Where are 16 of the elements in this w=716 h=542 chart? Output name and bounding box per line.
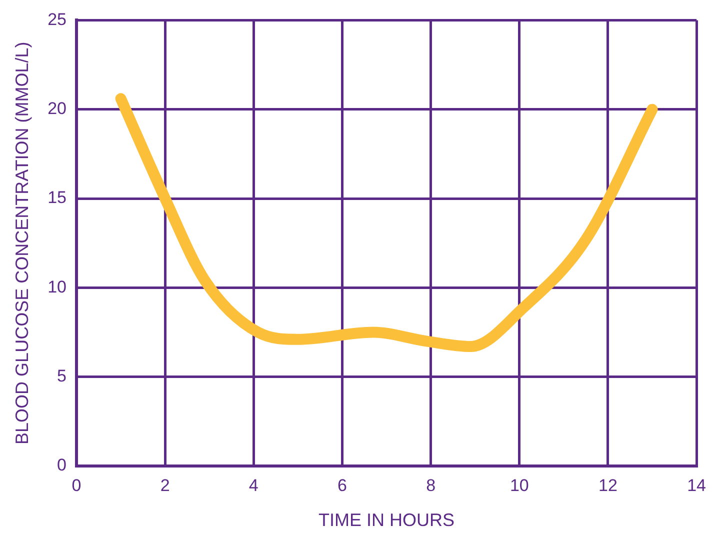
x-tick-label: 6 (338, 476, 347, 495)
y-tick-label: 0 (57, 456, 67, 475)
x-tick-label: 0 (72, 476, 82, 495)
x-axis-title: TIME IN HOURS (318, 510, 455, 530)
x-tick-label: 4 (248, 476, 258, 495)
x-tick-label: 12 (598, 476, 618, 495)
y-tick-label: 25 (48, 10, 67, 29)
x-tick-label: 8 (426, 476, 436, 495)
y-tick-label: 5 (57, 366, 67, 386)
y-tick-label: 10 (48, 277, 67, 296)
y-axis-title: BLOOD GLUCOSE CONCENTRATION (MMOL/L) (12, 42, 32, 444)
y-tick-label: 15 (48, 188, 67, 208)
x-tick-label: 10 (510, 476, 529, 495)
x-tick-label: 2 (160, 476, 170, 495)
y-tick-label: 20 (48, 99, 67, 118)
x-tick-label: 14 (687, 476, 706, 495)
